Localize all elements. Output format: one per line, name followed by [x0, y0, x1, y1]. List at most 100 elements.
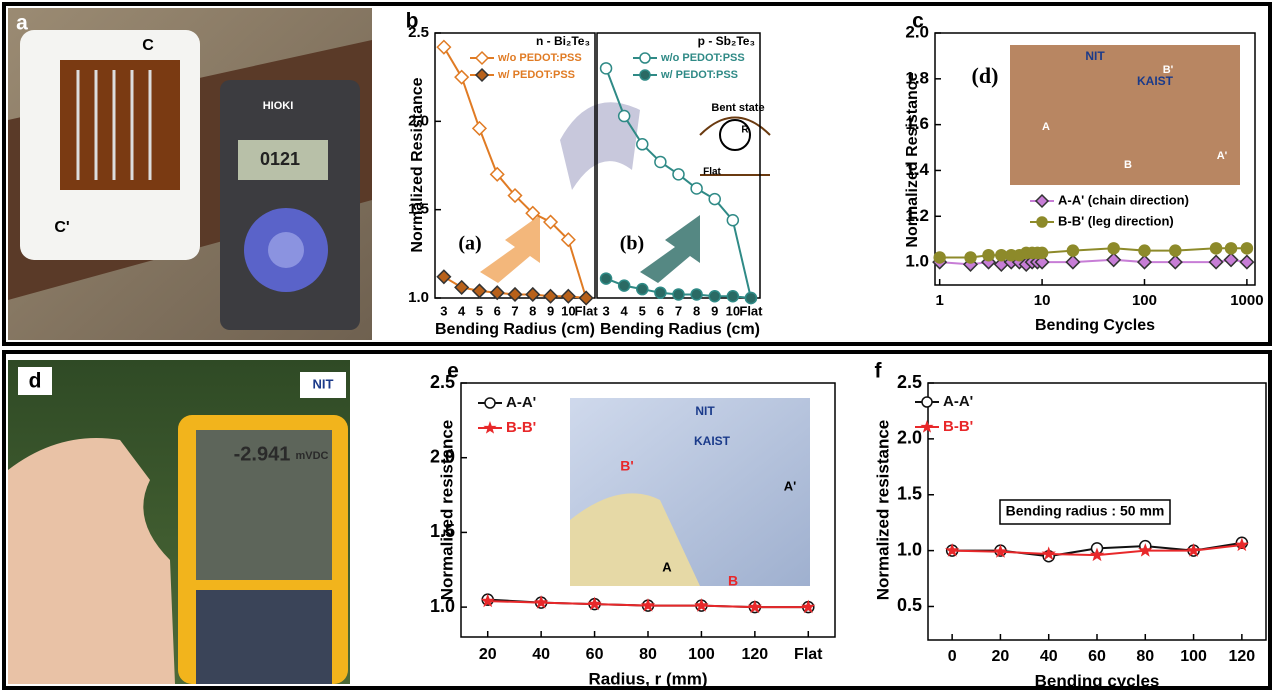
marker	[1138, 256, 1151, 269]
annotation: (a)	[458, 233, 481, 255]
marker	[1240, 256, 1253, 269]
photo-text: KAIST	[1137, 74, 1174, 88]
marker	[1037, 247, 1048, 258]
x-tick-label: 8	[693, 303, 700, 318]
marker	[601, 273, 612, 284]
y-tick-label: 1.5	[897, 483, 922, 503]
photo-text: mVDC	[295, 450, 328, 462]
x-tick-label: 20	[992, 648, 1010, 665]
marker	[691, 183, 702, 194]
marker	[709, 194, 720, 205]
photo-text: A	[662, 559, 672, 574]
marker	[691, 289, 702, 300]
marker	[1036, 195, 1048, 207]
y-tick-label: 1.0	[408, 289, 429, 306]
x-tick-label: 3	[602, 303, 609, 318]
marker	[637, 139, 648, 150]
marker	[437, 41, 450, 54]
marker	[640, 70, 650, 80]
chart-title: p - Sb₂Te₃	[698, 34, 755, 48]
x-tick-label: 80	[1136, 648, 1154, 665]
x-tick-label: Flat	[739, 303, 763, 318]
y-tick-label: 2.0	[905, 22, 929, 41]
legend-label: B-B'	[506, 419, 536, 436]
marker	[1107, 253, 1120, 266]
x-axis-label: Radius, r (mm)	[588, 669, 707, 688]
photo-d	[8, 360, 350, 684]
panel-label: d	[29, 370, 42, 393]
x-tick-label: 120	[742, 646, 769, 663]
x-tick-label: 120	[1229, 648, 1256, 665]
annotation: Bending radius : 50 mm	[1006, 503, 1165, 519]
marker	[476, 52, 488, 64]
photo-text: NIT	[695, 404, 715, 418]
x-tick-label: 3	[440, 303, 447, 318]
legend-label: A-A'	[506, 394, 536, 411]
x-tick-label: 6	[494, 303, 501, 318]
marker	[1037, 217, 1047, 227]
x-tick-label: Flat	[794, 646, 823, 663]
marker	[509, 288, 522, 301]
y-tick-label: 0.5	[897, 595, 922, 615]
y-axis-label: Normalized Resistance	[904, 72, 921, 247]
marker	[1210, 256, 1223, 269]
photo-text: 0121	[260, 149, 300, 169]
marker	[1067, 245, 1078, 256]
x-tick-label: 60	[1088, 648, 1106, 665]
marker	[727, 291, 738, 302]
x-axis-label: Bending Radius (cm)	[435, 321, 595, 338]
annotation: Bent state	[711, 102, 764, 114]
marker	[473, 122, 486, 135]
photo-text: C	[142, 37, 154, 54]
marker	[727, 215, 738, 226]
x-axis-label: Bending Radius (cm)	[600, 321, 760, 338]
figure: abcdefCC'HIOKI0121NIT-2.941mVDCB'ABA'NIT…	[0, 0, 1274, 692]
x-tick-label: 40	[532, 646, 550, 663]
arrow	[640, 215, 700, 283]
x-tick-label: Flat	[575, 303, 599, 318]
marker	[922, 422, 932, 432]
photo-text: A	[1042, 121, 1050, 133]
marker	[655, 156, 666, 167]
marker	[673, 169, 684, 180]
x-tick-label: 100	[688, 646, 715, 663]
legend-label: w/ PEDOT:PSS	[660, 69, 738, 81]
marker	[1169, 256, 1182, 269]
photo-text: -2.941	[234, 443, 291, 465]
marker	[1139, 245, 1150, 256]
marker	[473, 284, 486, 297]
x-tick-label: 4	[621, 303, 629, 318]
x-tick-label: 8	[529, 303, 536, 318]
x-tick-label: 60	[586, 646, 604, 663]
marker	[965, 252, 976, 263]
marker	[455, 281, 468, 294]
photo-a	[8, 8, 372, 340]
y-tick-label: 2.5	[897, 372, 922, 392]
marker	[485, 398, 495, 408]
x-tick-label: 10	[726, 303, 740, 318]
marker	[1211, 243, 1222, 254]
x-tick-label: 40	[1040, 648, 1058, 665]
y-tick-label: 2.0	[897, 428, 922, 448]
marker	[640, 53, 650, 63]
x-tick-label: 5	[476, 303, 483, 318]
photo-text: A'	[1217, 150, 1228, 162]
arrow	[480, 215, 540, 283]
chart-title: n - Bi₂Te₃	[536, 34, 590, 48]
panel-label: f	[875, 360, 883, 383]
x-tick-label: 4	[458, 303, 466, 318]
legend-label: w/o PEDOT:PSS	[497, 52, 582, 64]
marker	[544, 290, 557, 303]
marker	[673, 289, 684, 300]
x-tick-label: 7	[675, 303, 682, 318]
y-axis-label: Normalized resistance	[873, 420, 892, 600]
y-tick-label: 2.5	[408, 24, 429, 41]
marker	[1066, 256, 1079, 269]
panel-label: a	[16, 12, 28, 35]
legend-label: w/ PEDOT:PSS	[497, 69, 575, 81]
marker	[983, 250, 994, 261]
marker	[619, 111, 630, 122]
marker	[637, 284, 648, 295]
y-axis-label: Normalized resistance	[437, 420, 456, 600]
photo-text: HIOKI	[263, 100, 294, 112]
